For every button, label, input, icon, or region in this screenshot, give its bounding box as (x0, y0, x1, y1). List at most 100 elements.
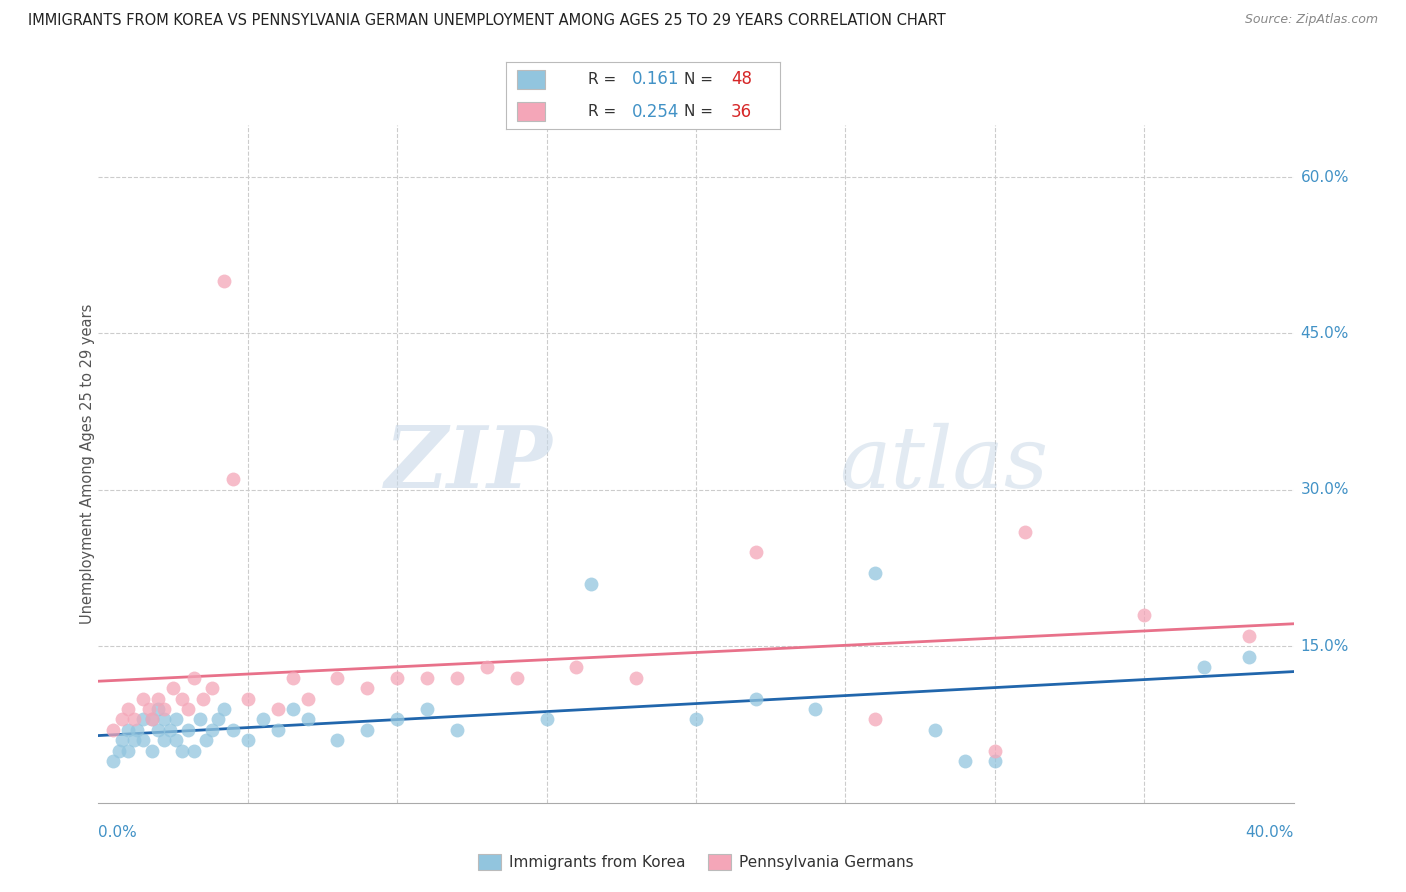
Text: 0.0%: 0.0% (98, 825, 138, 840)
Point (148, 702, 170, 716)
Point (172, 744, 194, 758)
Text: 30.0%: 30.0% (1301, 483, 1348, 498)
Point (446, 671, 468, 685)
Point (1192, 660, 1215, 674)
Point (745, 691, 768, 706)
Point (356, 681, 378, 695)
Point (148, 723, 170, 737)
Point (953, 754, 976, 768)
Point (177, 723, 200, 737)
Point (148, 691, 170, 706)
Point (506, 671, 529, 685)
Point (581, 576, 603, 591)
Point (201, 681, 224, 695)
Point (132, 712, 155, 726)
Point (132, 691, 155, 706)
Point (172, 691, 194, 706)
Text: R =: R = (588, 104, 617, 120)
Point (153, 733, 176, 747)
Point (183, 744, 205, 758)
Point (804, 702, 827, 716)
Text: Source: ZipAtlas.com: Source: ZipAtlas.com (1244, 13, 1378, 27)
Point (416, 671, 439, 685)
Point (236, 691, 259, 706)
Point (212, 274, 235, 288)
Point (267, 702, 290, 716)
Point (132, 733, 155, 747)
Point (924, 723, 946, 737)
Text: 40.0%: 40.0% (1246, 825, 1294, 840)
Point (141, 744, 163, 758)
Point (1237, 649, 1260, 664)
Point (124, 712, 146, 726)
Point (103, 723, 125, 737)
Point (385, 671, 409, 685)
Point (177, 702, 200, 716)
Point (252, 712, 274, 726)
Point (865, 566, 887, 581)
Point (127, 723, 149, 737)
Point (117, 723, 139, 737)
Legend: Immigrants from Korea, Pennsylvania Germans: Immigrants from Korea, Pennsylvania Germ… (472, 848, 920, 877)
Point (103, 754, 125, 768)
Point (117, 702, 139, 716)
Point (356, 723, 378, 737)
Y-axis label: Unemployment Among Ages 25 to 29 years: Unemployment Among Ages 25 to 29 years (80, 303, 94, 624)
Point (983, 754, 1005, 768)
Point (1014, 524, 1036, 539)
Point (326, 733, 349, 747)
Point (111, 712, 134, 726)
Text: N =: N = (685, 71, 713, 87)
Point (624, 671, 647, 685)
Point (153, 702, 176, 716)
Text: ZIP: ZIP (385, 422, 553, 506)
Point (1133, 608, 1156, 623)
Text: 60.0%: 60.0% (1301, 169, 1348, 185)
Text: 15.0%: 15.0% (1301, 639, 1348, 654)
Text: R =: R = (588, 71, 617, 87)
Point (191, 691, 214, 706)
Text: 45.0%: 45.0% (1301, 326, 1348, 341)
Point (236, 733, 259, 747)
Point (117, 744, 139, 758)
Point (745, 545, 768, 559)
Text: 0.254: 0.254 (633, 103, 679, 120)
Point (281, 671, 304, 685)
Point (124, 733, 146, 747)
Point (222, 473, 245, 487)
Point (153, 712, 176, 726)
Text: IMMIGRANTS FROM KOREA VS PENNSYLVANIA GERMAN UNEMPLOYMENT AMONG AGES 25 TO 29 YE: IMMIGRANTS FROM KOREA VS PENNSYLVANIA GE… (28, 13, 946, 29)
Point (201, 723, 224, 737)
Point (416, 702, 439, 716)
Text: atlas: atlas (839, 423, 1049, 505)
Text: N =: N = (685, 104, 713, 120)
Point (983, 744, 1005, 758)
Point (162, 681, 184, 695)
Point (565, 660, 588, 674)
Point (446, 723, 468, 737)
Bar (517, 70, 544, 88)
Point (111, 733, 134, 747)
Point (1237, 629, 1260, 643)
Point (281, 702, 304, 716)
Point (207, 712, 229, 726)
Point (865, 712, 887, 726)
Point (267, 723, 290, 737)
Point (194, 733, 218, 747)
Point (297, 691, 319, 706)
Text: 48: 48 (731, 70, 752, 88)
Point (685, 712, 707, 726)
Text: 36: 36 (731, 103, 752, 120)
Point (385, 712, 409, 726)
Point (222, 723, 245, 737)
Point (165, 733, 187, 747)
Point (188, 712, 211, 726)
Point (165, 712, 187, 726)
Point (141, 712, 163, 726)
Point (138, 702, 160, 716)
Point (326, 671, 349, 685)
Point (297, 712, 319, 726)
Text: 0.161: 0.161 (633, 70, 679, 88)
Point (141, 712, 163, 726)
Point (212, 702, 235, 716)
